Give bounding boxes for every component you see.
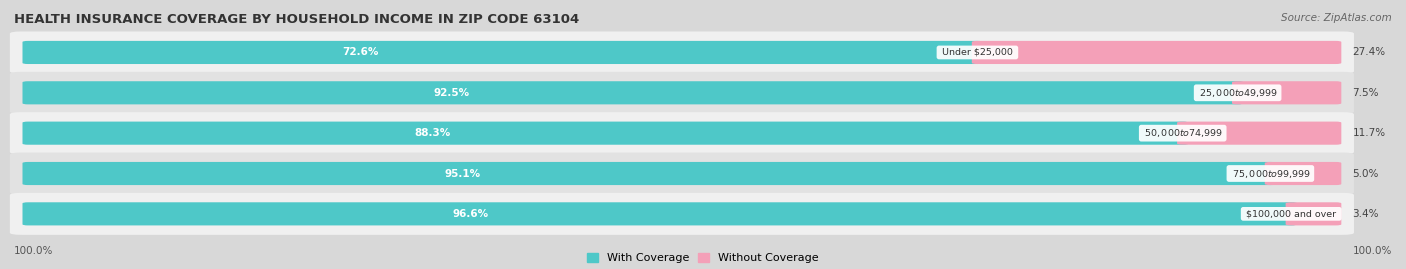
Text: 72.6%: 72.6% [342,47,378,58]
FancyBboxPatch shape [1232,81,1341,104]
FancyBboxPatch shape [10,153,1354,194]
Text: $100,000 and over: $100,000 and over [1243,209,1340,218]
FancyBboxPatch shape [10,31,1354,73]
FancyBboxPatch shape [10,193,1354,235]
FancyBboxPatch shape [1177,122,1341,145]
FancyBboxPatch shape [1285,202,1341,225]
FancyBboxPatch shape [972,41,1341,64]
Text: 5.0%: 5.0% [1353,168,1379,179]
Text: Under $25,000: Under $25,000 [939,48,1017,57]
Text: 3.4%: 3.4% [1353,209,1379,219]
FancyBboxPatch shape [1265,162,1341,185]
Legend: With Coverage, Without Coverage: With Coverage, Without Coverage [588,253,818,263]
Text: 95.1%: 95.1% [444,168,481,179]
Text: Source: ZipAtlas.com: Source: ZipAtlas.com [1281,13,1392,23]
FancyBboxPatch shape [22,122,1188,145]
Text: $75,000 to $99,999: $75,000 to $99,999 [1229,168,1312,179]
FancyBboxPatch shape [22,202,1296,225]
Text: 11.7%: 11.7% [1353,128,1386,138]
FancyBboxPatch shape [10,112,1354,154]
Text: 100.0%: 100.0% [1353,246,1392,256]
FancyBboxPatch shape [22,81,1243,104]
FancyBboxPatch shape [22,41,983,64]
Text: $25,000 to $49,999: $25,000 to $49,999 [1197,87,1279,99]
Text: 88.3%: 88.3% [415,128,450,138]
Text: 92.5%: 92.5% [433,88,470,98]
Text: HEALTH INSURANCE COVERAGE BY HOUSEHOLD INCOME IN ZIP CODE 63104: HEALTH INSURANCE COVERAGE BY HOUSEHOLD I… [14,13,579,26]
FancyBboxPatch shape [22,162,1277,185]
Text: $50,000 to $74,999: $50,000 to $74,999 [1142,127,1225,139]
Text: 7.5%: 7.5% [1353,88,1379,98]
Text: 96.6%: 96.6% [453,209,488,219]
Text: 27.4%: 27.4% [1353,47,1386,58]
Text: 100.0%: 100.0% [14,246,53,256]
FancyBboxPatch shape [10,72,1354,114]
